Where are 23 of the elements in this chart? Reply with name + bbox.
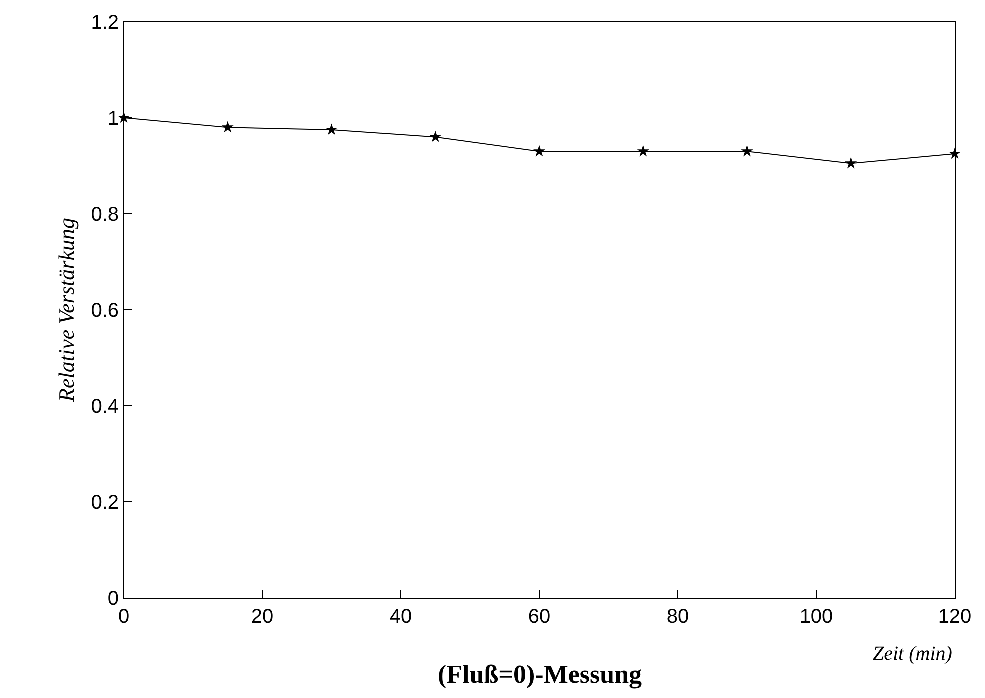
point — [326, 124, 338, 136]
x-tick-label: 20 — [251, 606, 274, 628]
y-tick-label: 0.4 — [91, 396, 119, 418]
y-tick-label: 1 — [108, 108, 119, 130]
point — [845, 157, 858, 169]
point — [222, 121, 234, 133]
x-tick-label: 100 — [800, 606, 834, 628]
x-tick-label: 120 — [938, 606, 972, 628]
x-tick-label: 60 — [528, 606, 551, 628]
text: (Fluß=0)-Messung — [438, 660, 642, 689]
point — [637, 145, 650, 157]
x-tick-label: 80 — [666, 606, 690, 628]
x-axis-title: Zeit (min) — [873, 643, 953, 665]
x-tick-label: 40 — [390, 606, 412, 628]
y-tick-label: 0.8 — [91, 204, 119, 226]
y-tick-label: 1.2 — [91, 12, 119, 34]
point — [741, 145, 754, 157]
y-axis-title: Relative Verstärkung — [54, 218, 79, 403]
y-tick-label: 0.2 — [91, 492, 119, 514]
point — [430, 130, 442, 142]
y-tick-label: 0 — [108, 588, 119, 610]
point — [534, 145, 546, 157]
y-tick-label: 0.6 — [91, 300, 119, 322]
